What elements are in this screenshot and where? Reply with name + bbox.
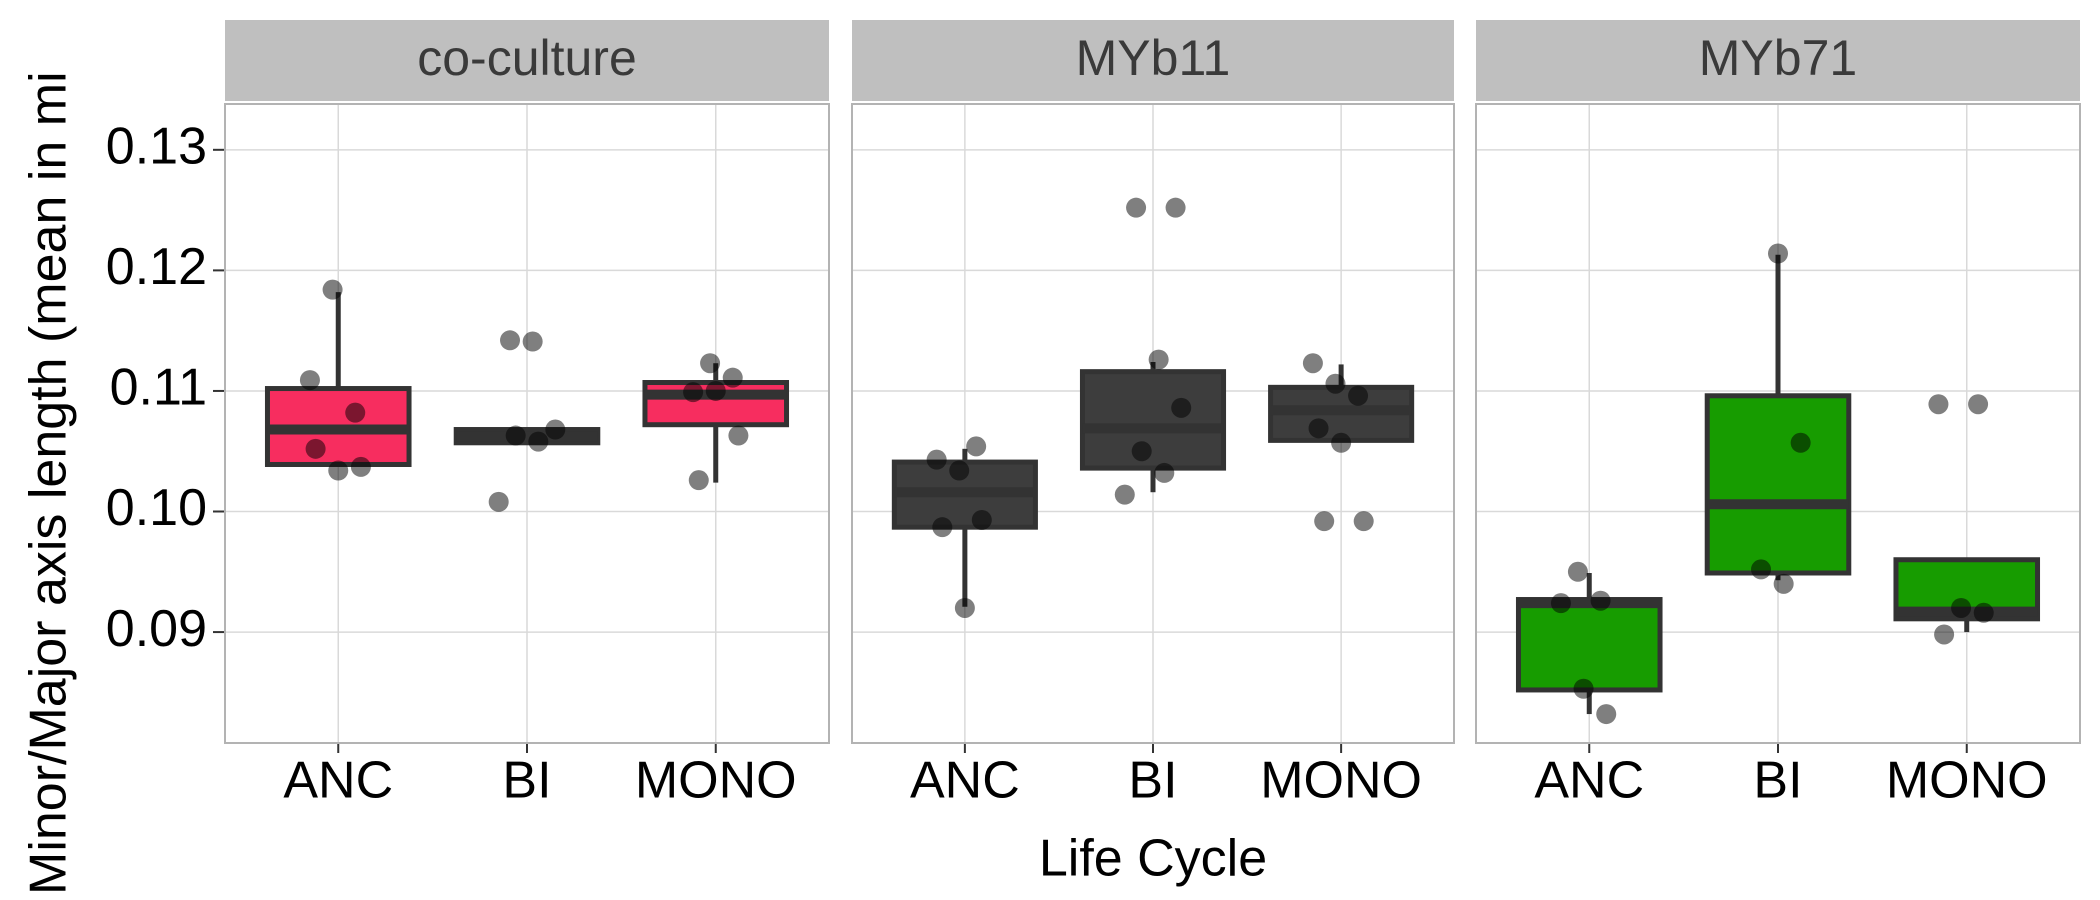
x-tick-label: ANC [910,752,1020,810]
y-tick-label: 0.09 [106,600,207,658]
data-point [971,509,992,530]
data-point [1968,394,1989,415]
x-tick-label: ANC [1534,752,1644,810]
data-point [1148,349,1169,370]
data-point [1973,602,1994,623]
data-point [1790,432,1811,453]
data-point [722,367,743,388]
panel-border [851,103,1455,744]
data-point [683,382,704,403]
data-point [1308,418,1329,439]
data-point [1590,590,1611,611]
data-point [700,353,721,374]
data-point [299,370,320,391]
data-point [1768,243,1788,264]
data-point [949,460,970,481]
data-point [1126,197,1147,218]
data-point [1325,373,1346,394]
data-point [1171,397,1192,418]
data-point [1353,511,1374,532]
strip-background [852,20,1454,101]
data-point [1928,394,1949,415]
x-tick-label: BI [1128,752,1177,810]
data-point [1314,511,1335,532]
data-point [705,380,726,401]
panel-border [224,103,830,744]
data-point [1114,484,1135,505]
y-tick-label: 0.11 [110,359,207,417]
x-tick-label: MONO [1260,752,1422,810]
strip-background [1476,20,2080,101]
box [1515,597,1663,693]
data-point [328,460,349,481]
data-point [545,419,566,440]
data-point [505,425,526,446]
data-point [322,279,343,300]
data-point [345,402,366,423]
data-point [1567,561,1588,582]
strip-title: MYb11 [1076,30,1231,86]
data-point [500,330,521,351]
x-tick-label: MONO [635,752,797,810]
strip-title: co-culture [417,30,637,86]
data-point [728,425,749,446]
box [1704,393,1852,576]
x-tick-label: MONO [1886,752,2048,810]
strip-background [225,20,829,101]
y-tick-label: 0.12 [106,238,207,296]
data-point [1331,432,1352,453]
data-point [954,597,975,618]
box [1079,369,1227,471]
data-point [1751,559,1772,580]
data-point [1951,597,1972,618]
y-tick-label: 0.13 [106,118,207,176]
data-point [350,456,371,477]
data-point [1154,462,1175,483]
data-point [926,449,947,470]
data-point [1131,441,1152,462]
x-tick-label: BI [502,752,551,810]
data-point [1773,573,1794,594]
strip-title: MYb71 [1699,30,1857,86]
data-point [1550,593,1571,614]
data-point [932,517,953,538]
x-tick-label: BI [1753,752,1802,810]
data-point [305,438,326,459]
data-point [966,436,987,457]
x-tick-label: ANC [283,752,393,810]
data-point [522,331,543,352]
data-point [528,431,549,452]
x-axis-title: Life Cycle [1039,830,1267,888]
data-point [1302,353,1323,374]
y-axis-title: Minor/Major axis length (mean in mi [20,71,78,895]
data-point [1596,704,1617,725]
data-point [688,470,709,491]
data-point [1165,197,1186,218]
y-tick-label: 0.10 [106,479,207,537]
data-point [1348,385,1369,406]
data-point [1934,624,1955,645]
data-point [1573,678,1594,699]
panel-border [1475,103,2081,744]
data-point [488,491,509,512]
